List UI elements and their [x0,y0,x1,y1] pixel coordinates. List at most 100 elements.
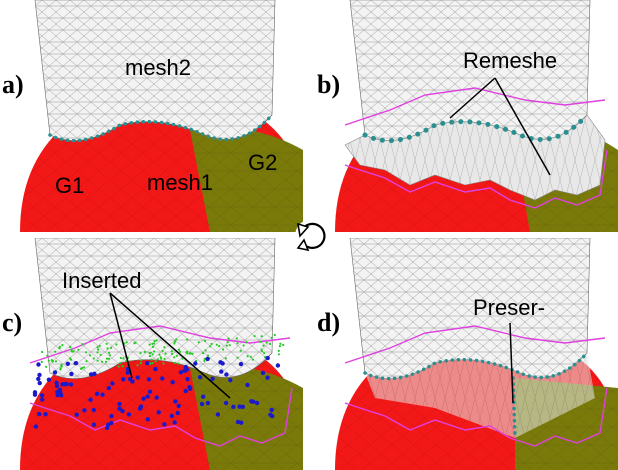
inserted-point-blue [46,377,52,382]
inserted-point-green [177,362,180,365]
inserted-point-green [218,345,221,348]
inserted-point-blue [36,376,41,382]
inserted-point-blue [110,381,115,386]
inserted-point-green [61,344,64,347]
inserted-point-green [260,335,263,338]
inserted-point-green [153,350,156,353]
inserted-point-green [77,348,80,351]
inserted-point-green [60,363,63,366]
inserted-point-blue [260,370,266,376]
inserted-point-green [80,367,83,370]
inserted-point-blue [170,380,175,385]
inserted-point-green [108,351,111,354]
inserted-point-green [249,355,252,358]
inserted-point-green [173,342,176,345]
inserted-point-green [282,343,285,347]
seam-dots [48,113,274,143]
cycle-arrow-icon [295,219,329,253]
inserted-point-blue [82,408,87,413]
label-preser: Preser- [473,295,545,320]
inserted-point-blue [68,382,74,387]
inserted-point-green [122,357,125,360]
inserted-point-blue [210,376,215,381]
inserted-point-green [162,362,165,365]
inserted-point-green [209,345,212,348]
panel-c: c) Inserted [2,238,303,470]
pointer-remeshe-2 [494,77,551,176]
inserted-point-blue [153,366,158,372]
inserted-point-blue [100,392,105,397]
inserted-point-blue [55,393,60,398]
inserted-point-green [269,342,272,346]
inserted-point-green [158,353,161,356]
inserted-point-green [235,337,238,340]
inserted-point-blue [147,389,153,394]
inserted-point-blue [60,382,65,387]
inserted-point-green [150,358,153,361]
inserted-point-blue [231,404,236,409]
inserted-point-blue [36,411,42,417]
inserted-point-blue [74,412,79,417]
inserted-point-green [96,351,99,354]
inserted-point-blue [183,364,188,370]
inserted-point-green [140,359,143,362]
inserted-point-blue [36,362,41,367]
inserted-point-green [139,352,142,355]
inserted-point-green [174,361,177,364]
inserted-point-green [222,348,225,351]
inserted-point-blue [137,406,143,411]
inserted-point-blue [275,363,281,368]
inserted-point-blue [37,380,42,386]
inserted-point-green [143,350,146,354]
inserted-point-blue [201,394,206,399]
inserted-point-green [148,355,151,358]
pointer-preser [509,322,514,404]
pointer-inserted-2 [109,292,231,399]
inserted-point-green [117,365,120,368]
inserted-point-blue [270,413,275,419]
inserted-point-green [84,351,88,354]
label-g1: G1 [55,173,84,198]
inserted-point-blue [254,400,260,406]
inserted-point-green [246,355,249,358]
inserted-point-green [153,340,156,343]
inserted-point-green [47,359,50,362]
inserted-point-blue [223,400,229,406]
inserted-point-green [236,342,239,345]
inserted-point-green [54,350,57,353]
label-g2: G2 [248,150,277,175]
inserted-point-green [228,344,231,347]
inserted-point-blue [39,393,45,398]
inserted-point-blue [43,412,48,417]
inserted-point-green [54,360,58,363]
inserted-point-green [179,350,182,353]
inserted-point-green [181,357,184,360]
pointer-remeshe-1 [449,77,496,119]
inserted-point-blue [235,419,241,425]
inserted-point-blue [54,383,60,389]
inserted-point-blue [106,385,112,391]
inserted-point-green [261,350,264,353]
inserted-point-green [163,357,166,360]
inserted-point-blue [224,372,229,377]
inserted-point-green [260,348,263,351]
inserted-point-blue [215,412,221,417]
inserted-point-blue [32,390,38,395]
inserted-point-blue [65,361,71,366]
inserted-point-green [186,338,189,341]
inserted-point-green [227,337,230,340]
inserted-point-green [279,342,282,345]
inserted-point-green [151,342,154,345]
inserted-point-green [278,345,281,348]
inserted-point-blue [121,377,126,382]
inserted-point-green [45,365,48,368]
inserted-point-blue [197,375,203,380]
inserted-point-blue [169,413,175,419]
inserted-point-green [100,360,104,363]
inserted-point-blue [265,355,270,361]
inserted-point-green [51,360,54,363]
inserted-point-green [69,358,73,361]
inserted-point-green [210,342,213,346]
remesh-outline-bottom [344,149,608,209]
